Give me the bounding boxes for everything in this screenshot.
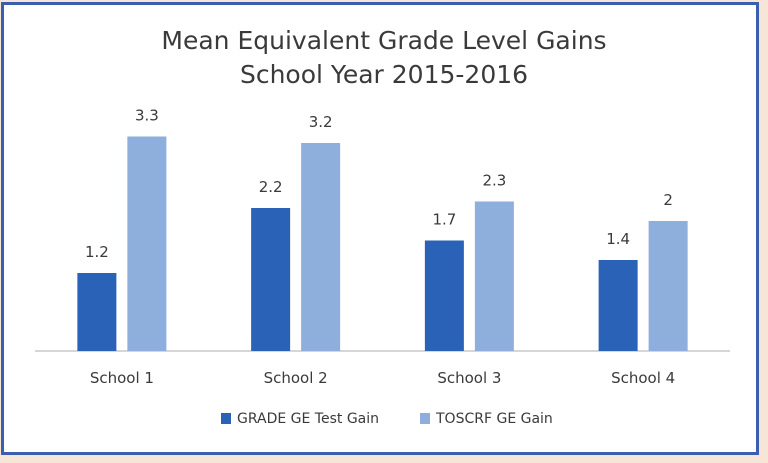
x-tick-label-4: School 4 <box>611 369 675 387</box>
chart-title-block: Mean Equivalent Grade Level Gains School… <box>0 24 768 92</box>
bar-1-4 <box>598 260 638 351</box>
bar-1-1 <box>77 273 117 351</box>
legend-label-1: GRADE GE Test Gain <box>237 411 379 427</box>
data-label-1-1: 1.2 <box>85 243 109 261</box>
legend-swatch-2 <box>420 413 430 424</box>
chart-title: Mean Equivalent Grade Level Gains <box>161 26 607 55</box>
x-tick-label-3: School 3 <box>437 369 501 387</box>
legend-swatch-1 <box>221 413 231 424</box>
chart-subtitle: School Year 2015-2016 <box>239 60 529 89</box>
bar-1-2 <box>251 208 291 351</box>
legend-label-2: TOSCRF GE Gain <box>435 411 553 427</box>
data-label-1-2: 2.2 <box>259 178 283 196</box>
data-label-2-4: 2 <box>663 191 673 209</box>
data-label-2-2: 3.2 <box>309 113 333 131</box>
data-label-2-1: 3.3 <box>135 107 159 125</box>
bar-2-4 <box>648 221 688 351</box>
bar-2-1 <box>127 136 167 351</box>
bar-2-3 <box>474 201 514 351</box>
data-label-1-3: 1.7 <box>432 211 456 229</box>
bar-2-2 <box>301 143 341 351</box>
bar-1-3 <box>424 240 464 351</box>
data-label-2-3: 2.3 <box>482 172 506 190</box>
x-tick-label-2: School 2 <box>264 369 328 387</box>
chart-frame <box>1 2 759 455</box>
data-label-1-4: 1.4 <box>606 230 630 248</box>
x-tick-label-1: School 1 <box>90 369 154 387</box>
